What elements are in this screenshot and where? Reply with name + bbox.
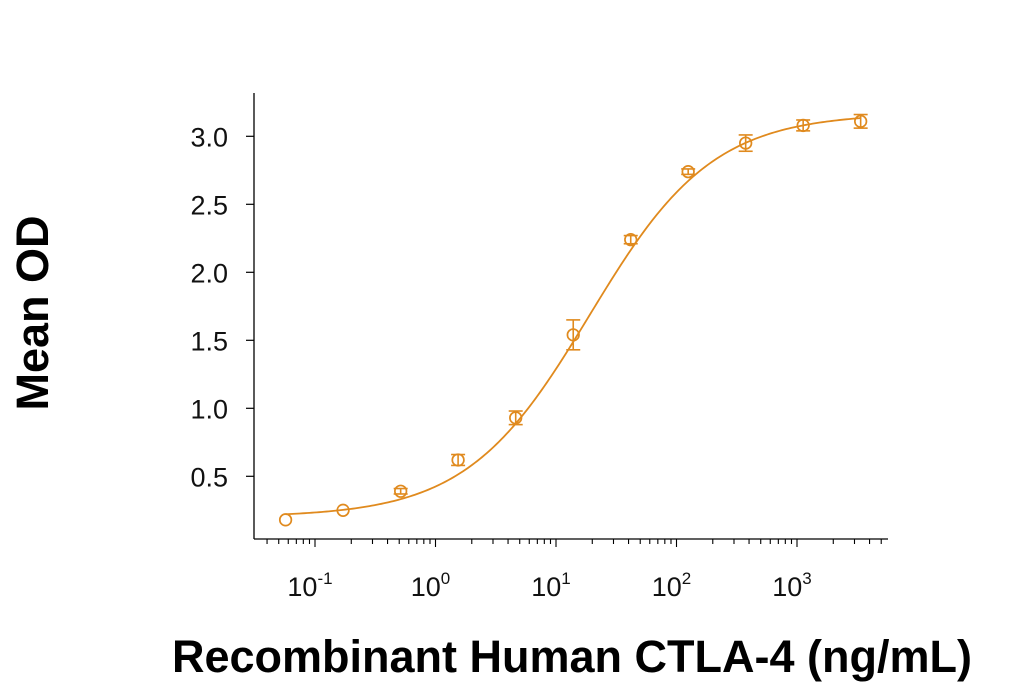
data-point <box>509 411 523 425</box>
y-tick-label: 2.5 <box>190 190 228 220</box>
data-point <box>854 114 868 128</box>
y-tick-label: 1.5 <box>190 326 228 356</box>
x-axis: 10-1 100 101 102 103 <box>254 538 888 602</box>
x-tick-label: 10-1 <box>287 569 332 602</box>
y-axis: 0.5 1.0 1.5 2.0 2.5 3.0 <box>190 93 255 539</box>
data-point <box>681 165 695 179</box>
x-axis-title: Recombinant Human CTLA-4 (ng/mL) <box>172 631 972 682</box>
data-point <box>739 136 753 150</box>
data-point <box>278 513 293 527</box>
y-tick-label: 0.5 <box>190 462 228 492</box>
data-point <box>451 453 465 467</box>
data-point <box>336 503 350 517</box>
data-point <box>566 328 580 342</box>
y-tick-label: 3.0 <box>190 122 228 152</box>
fit-curve <box>285 117 861 516</box>
x-tick-label: 103 <box>772 569 812 602</box>
x-tick-label: 100 <box>411 569 451 602</box>
x-tick-label: 102 <box>652 569 692 602</box>
y-axis-title: Mean OD <box>7 215 58 410</box>
data-point <box>796 118 810 133</box>
data-points <box>278 113 868 527</box>
y-tick-label: 2.0 <box>190 258 228 288</box>
y-tick-label: 1.0 <box>190 394 228 424</box>
data-point <box>624 233 638 247</box>
x-tick-label: 101 <box>531 569 571 602</box>
data-point <box>394 484 408 498</box>
